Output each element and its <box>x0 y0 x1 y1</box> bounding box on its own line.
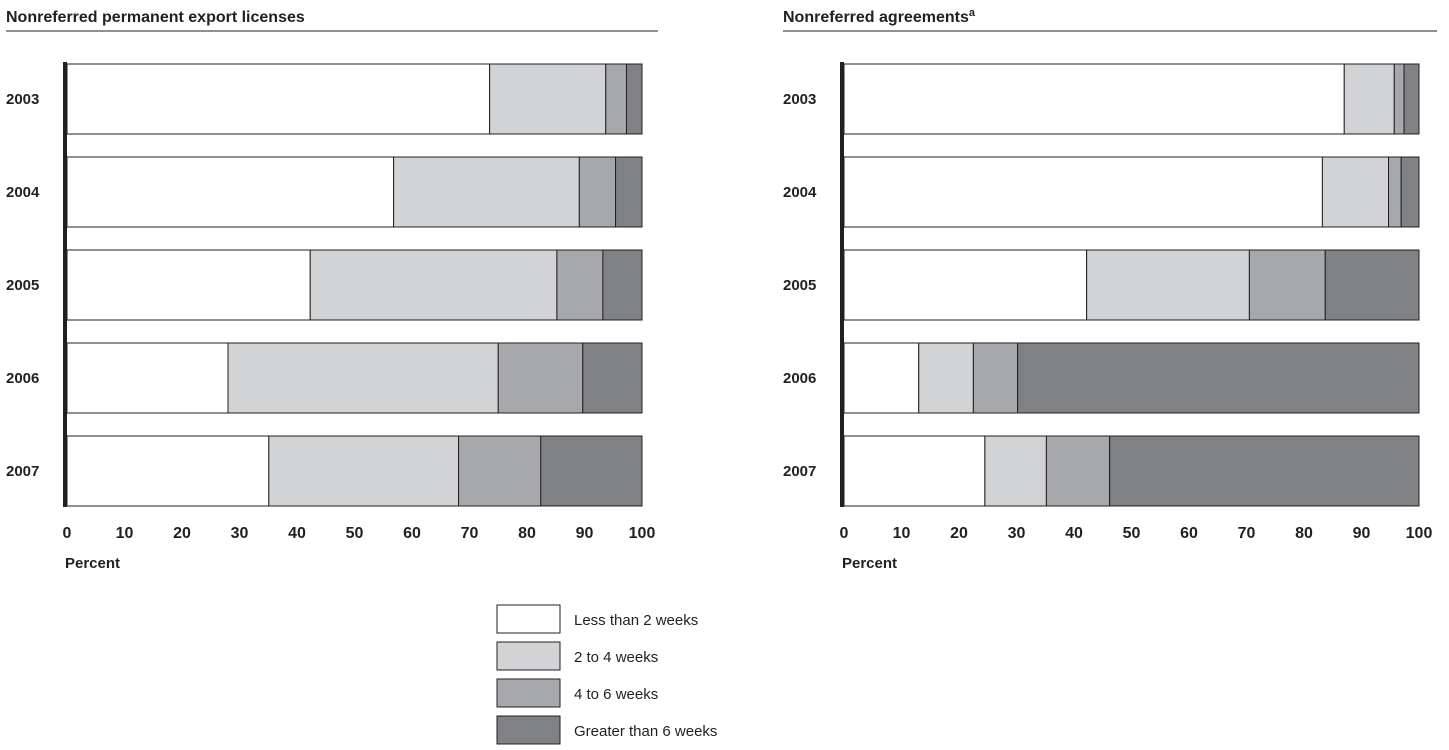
bar-segment <box>843 435 986 507</box>
y-tick-label: 2004 <box>783 184 817 201</box>
chart-title: Nonreferred permanent export licenses <box>6 9 305 26</box>
legend: Less than 2 weeks 2 to 4 weeks 4 to 6 week… <box>496 604 717 745</box>
bar-segment <box>227 342 499 414</box>
x-tick-label: 50 <box>1123 525 1141 542</box>
bar-segment <box>972 342 1019 414</box>
x-tick-label: 70 <box>461 525 479 542</box>
legend-swatch <box>496 678 561 708</box>
x-axis-label: Percent <box>65 555 120 572</box>
legend-label: 2 to 4 weeks <box>574 649 658 666</box>
bar-segment <box>540 435 643 507</box>
bar-segment <box>1324 249 1420 321</box>
bar-segment <box>1400 156 1420 228</box>
bar-segment <box>1045 435 1111 507</box>
bar-segment <box>625 63 643 135</box>
x-tick-label: 100 <box>629 525 656 542</box>
y-tick-label: 2004 <box>6 184 40 201</box>
bar-segment <box>66 63 491 135</box>
legend-swatch <box>496 715 561 745</box>
legend-swatch <box>496 641 561 671</box>
y-tick-label: 2005 <box>6 277 39 294</box>
bar-segment <box>66 156 395 228</box>
x-axis-label: Percent <box>842 555 897 572</box>
x-tick-label: 30 <box>231 525 249 542</box>
y-tick-label: 2006 <box>6 370 39 387</box>
chart-panel-1: Nonreferred permanent export licenses200… <box>6 9 658 572</box>
bar-segment <box>66 342 229 414</box>
x-tick-label: 90 <box>1353 525 1371 542</box>
bar-segment <box>1321 156 1390 228</box>
bar-segment <box>615 156 643 228</box>
chart-title-text: Nonreferred permanent export licenses <box>6 9 305 26</box>
bar-segment <box>1388 156 1402 228</box>
bar-segment <box>497 342 584 414</box>
bar-segment <box>458 435 542 507</box>
bar-segment <box>582 342 643 414</box>
bar-segment <box>1393 63 1405 135</box>
bar-segment <box>918 342 974 414</box>
x-tick-label: 0 <box>63 525 72 542</box>
bar-segment <box>1403 63 1420 135</box>
x-tick-label: 20 <box>173 525 191 542</box>
x-tick-label: 40 <box>288 525 306 542</box>
legend-label: Less than 2 weeks <box>574 612 698 629</box>
x-tick-label: 100 <box>1406 525 1433 542</box>
chart-title-superscript: a <box>969 7 976 19</box>
y-tick-label: 2003 <box>783 91 816 108</box>
x-tick-label: 40 <box>1065 525 1083 542</box>
bar-segment <box>602 249 643 321</box>
bar-segment <box>1248 249 1326 321</box>
y-tick-label: 2003 <box>6 91 39 108</box>
x-tick-label: 60 <box>403 525 421 542</box>
bar-segment <box>556 249 604 321</box>
chart-title: Nonreferred agreementsa <box>783 7 976 26</box>
x-tick-label: 90 <box>576 525 594 542</box>
legend-label: Greater than 6 weeks <box>574 723 717 740</box>
bar-segment <box>984 435 1047 507</box>
bar-segment <box>843 249 1088 321</box>
bar-segment <box>309 249 558 321</box>
bar-segment <box>843 156 1323 228</box>
x-tick-label: 10 <box>116 525 134 542</box>
x-tick-label: 10 <box>893 525 911 542</box>
bar-segment <box>393 156 580 228</box>
chart-panel-2: Nonreferred agreementsa 2003 2004 2005 2006 2… <box>783 7 1437 572</box>
x-tick-label: 70 <box>1238 525 1256 542</box>
bar-segment <box>843 342 920 414</box>
bar-segment <box>1086 249 1250 321</box>
bar-segment <box>489 63 607 135</box>
x-tick-label: 0 <box>840 525 849 542</box>
x-tick-label: 80 <box>1295 525 1313 542</box>
x-tick-label: 60 <box>1180 525 1198 542</box>
legend-swatch <box>496 604 561 634</box>
legend-label: 4 to 6 weeks <box>574 686 658 703</box>
bar-segment <box>66 435 270 507</box>
bar-segment <box>605 63 627 135</box>
y-tick-label: 2005 <box>783 277 816 294</box>
bar-segment <box>66 249 311 321</box>
x-tick-label: 30 <box>1008 525 1026 542</box>
chart-title-text: Nonreferred agreements <box>783 9 969 26</box>
bar-segment <box>1109 435 1420 507</box>
y-tick-label: 2006 <box>783 370 816 387</box>
y-tick-label: 2007 <box>6 463 39 480</box>
bar-segment <box>268 435 460 507</box>
bar-segment <box>843 63 1345 135</box>
bar-segment <box>1343 63 1395 135</box>
x-tick-label: 20 <box>950 525 968 542</box>
bar-segment <box>1017 342 1420 414</box>
x-tick-label: 50 <box>346 525 364 542</box>
bar-segment <box>578 156 617 228</box>
x-tick-label: 80 <box>518 525 536 542</box>
y-tick-label: 2007 <box>783 463 816 480</box>
